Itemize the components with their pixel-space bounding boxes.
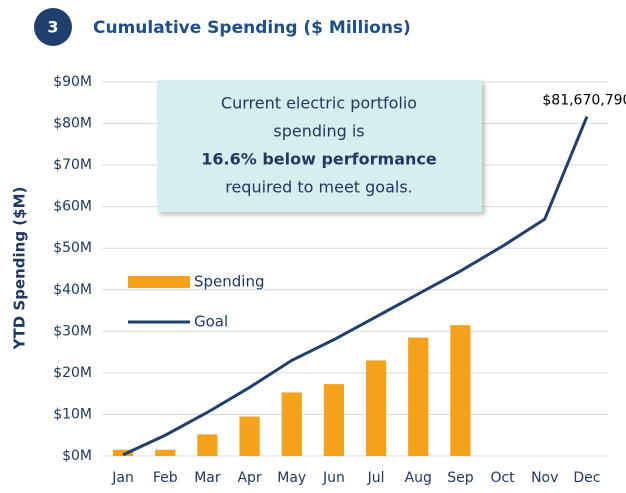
annotation-box bbox=[157, 80, 482, 212]
bar bbox=[155, 449, 176, 456]
y-tick-label: $70M bbox=[53, 157, 92, 173]
x-tick-label: Feb bbox=[153, 470, 178, 486]
bar bbox=[450, 325, 471, 456]
y-tick-label: $30M bbox=[53, 323, 92, 339]
x-tick-label: Nov bbox=[531, 470, 558, 486]
goal-line bbox=[122, 116, 589, 457]
badge-number: 3 bbox=[47, 18, 58, 37]
badge bbox=[34, 8, 72, 46]
x-tick-label: May bbox=[277, 470, 306, 486]
x-tick-label: Jun bbox=[322, 470, 345, 486]
y-tick-label: $40M bbox=[53, 282, 92, 298]
legend-label: Spending bbox=[194, 273, 265, 291]
grid: $0M $10M $20M $30M $40M $50M $60M $70M $80M $90M J… bbox=[53, 74, 608, 486]
marks bbox=[112, 116, 589, 457]
y-tick-label: $90M bbox=[53, 74, 92, 90]
bar bbox=[365, 360, 387, 456]
x-tick-label: Oct bbox=[490, 470, 515, 486]
bar bbox=[408, 337, 429, 456]
y-tick-label: $80M bbox=[53, 116, 92, 132]
bar bbox=[323, 384, 345, 456]
legend-label: Goal bbox=[194, 313, 228, 331]
y-tick-label: $50M bbox=[53, 240, 92, 256]
y-tick-label: $0M bbox=[62, 448, 92, 464]
x-tick-label: Apr bbox=[237, 470, 261, 486]
annotation-text: spending is bbox=[273, 122, 364, 141]
bar bbox=[281, 392, 302, 456]
bar bbox=[197, 434, 218, 456]
data-label: $81,670,790 bbox=[542, 93, 626, 109]
y-tick-label: $20M bbox=[53, 365, 92, 381]
x-tick-label: Jan bbox=[111, 470, 134, 486]
overlay: $81,670,790 Spending Goal Current electric … bbox=[128, 80, 626, 331]
y-axis-label: YTD Spending ($M) bbox=[11, 187, 29, 351]
x-tick-label: Dec bbox=[573, 470, 600, 486]
bar bbox=[112, 449, 134, 456]
annotation-text: required to meet goals. bbox=[225, 178, 413, 197]
legend-swatch bbox=[128, 276, 190, 288]
chart-title: Cumulative Spending ($ Millions) bbox=[93, 18, 411, 38]
annotation-text: Current electric portfolio bbox=[221, 94, 417, 113]
y-tick-label: $60M bbox=[53, 199, 92, 215]
bar bbox=[239, 416, 260, 456]
x-tick-label: Sep bbox=[447, 470, 474, 486]
y-tick-label: $10M bbox=[53, 406, 92, 422]
x-tick-label: Jul bbox=[367, 470, 385, 486]
annotation-text: 16.6% below performance bbox=[201, 150, 437, 169]
x-tick-label: Aug bbox=[405, 470, 432, 486]
x-tick-label: Mar bbox=[194, 470, 221, 486]
